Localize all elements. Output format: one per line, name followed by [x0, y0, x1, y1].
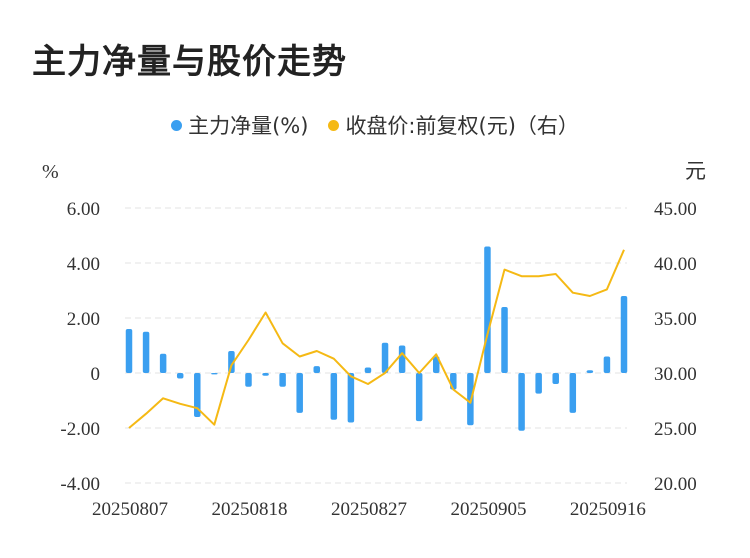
- bar: [381, 342, 389, 373]
- y-right-tick-label: 35.00: [654, 309, 697, 330]
- legend-label-net-flow: 主力净量(%): [188, 114, 309, 138]
- bar: [432, 356, 440, 373]
- bar: [245, 373, 252, 387]
- bar: [211, 373, 218, 375]
- bar: [296, 373, 303, 413]
- bar: [228, 351, 235, 373]
- legend-dot-icon: [328, 119, 340, 131]
- y-left-tick-label: -4.00: [60, 474, 100, 495]
- legend-item-net-flow[interactable]: 主力净量(%): [171, 110, 308, 140]
- x-tick-label: 20250905: [450, 499, 526, 520]
- y-left-tick-label: 6.00: [67, 199, 100, 220]
- x-tick-label: 20250818: [211, 499, 287, 520]
- bar: [313, 366, 321, 373]
- y-left-tick-label: 0: [91, 364, 101, 385]
- x-tick-label: 20250916: [570, 499, 646, 520]
- bar: [347, 373, 355, 423]
- y-right-tick-label: 30.00: [654, 364, 697, 385]
- bar: [467, 373, 474, 426]
- bar: [518, 373, 525, 431]
- bar: [176, 373, 184, 379]
- bar: [552, 373, 559, 384]
- bar: [620, 296, 628, 373]
- bar: [484, 246, 491, 373]
- legend-item-close-price[interactable]: 收盘价:前复权(元)（右）: [328, 110, 579, 140]
- x-tick-label: 20250807: [92, 499, 168, 520]
- bar: [279, 373, 286, 387]
- bar: [501, 307, 508, 373]
- bar: [398, 345, 406, 373]
- x-tick-label: 20250827: [331, 499, 407, 520]
- legend: 主力净量(%) 收盘价:前复权(元)（右）: [0, 110, 750, 140]
- legend-dot-icon: [171, 119, 183, 131]
- bar: [450, 373, 457, 390]
- bar: [159, 353, 167, 373]
- y-left-tick-label: 2.00: [67, 309, 100, 330]
- legend-label-close-price: 收盘价:前复权(元)（右）: [345, 114, 579, 138]
- bar: [142, 331, 150, 373]
- bar: [535, 373, 542, 394]
- bar: [364, 367, 372, 373]
- price-line: [128, 249, 625, 429]
- bar: [330, 373, 338, 420]
- bar: [586, 370, 594, 373]
- y-left-tick-label: 4.00: [67, 254, 100, 275]
- y-right-tick-label: 45.00: [654, 199, 697, 220]
- bar: [569, 373, 577, 413]
- bar: [125, 329, 133, 373]
- y-right-tick-label: 20.00: [654, 474, 697, 495]
- bar: [262, 373, 269, 376]
- y-left-tick-label: -2.00: [60, 419, 100, 440]
- y-right-tick-label: 40.00: [654, 254, 697, 275]
- chart-title: 主力净量与股价走势: [32, 42, 347, 82]
- y-left-unit: %: [42, 161, 59, 183]
- bar: [194, 373, 201, 417]
- y-right-tick-label: 25.00: [654, 419, 697, 440]
- bar: [603, 356, 611, 373]
- bar: [415, 373, 423, 422]
- y-right-unit: 元: [685, 159, 706, 183]
